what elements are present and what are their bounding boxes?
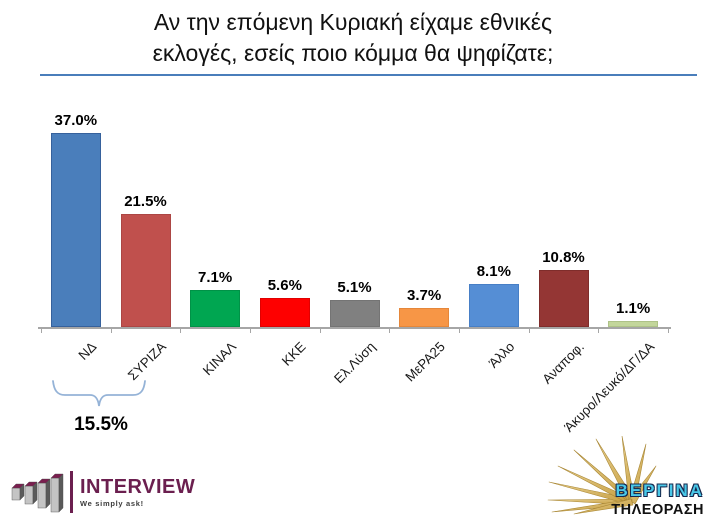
x-axis-tick	[180, 327, 182, 333]
bar	[399, 307, 450, 327]
title-divider-line	[40, 74, 697, 76]
vergina-brand-name: ΒΕΡΓΙΝΑ	[615, 481, 704, 500]
interview-logo-divider	[70, 471, 73, 513]
bar-value-label: 3.7%	[407, 286, 442, 304]
chart-title-line1: Αν την επόμενη Κυριακή είχαμε εθνικές	[153, 9, 553, 35]
x-tick-label-text: Αναποφ.	[539, 339, 588, 387]
bar	[329, 300, 380, 327]
difference-label: 15.5%	[74, 414, 128, 435]
bar-value-label: 5.6%	[267, 276, 302, 294]
x-axis-tick	[389, 327, 391, 333]
bar	[468, 284, 519, 327]
bar	[120, 214, 171, 327]
bar-value-label: 8.1%	[476, 263, 511, 281]
x-axis-line	[38, 327, 671, 329]
bar	[50, 132, 101, 327]
x-axis-tick	[110, 327, 112, 333]
bar	[608, 321, 659, 327]
x-tick-label-text: ΚΚΕ	[278, 339, 309, 369]
bar-value-label: 1.1%	[616, 300, 651, 318]
chart-title: Αν την επόμενη Κυριακή είχαμε εθνικές εκ…	[0, 7, 706, 68]
interview-bars-icon	[11, 473, 64, 513]
x-axis-tick	[319, 327, 321, 333]
x-axis-tick	[41, 327, 42, 333]
interview-brand-name: INTERVIEW	[80, 475, 196, 498]
x-tick-label-text: ΣΥΡΙΖΑ	[125, 339, 170, 384]
x-tick-label-text: Άλλο	[485, 339, 518, 371]
bar-value-label: 7.1%	[198, 268, 233, 286]
bar-value-label: 21.5%	[124, 193, 167, 211]
bar-value-label: 37.0%	[54, 111, 98, 129]
bar-value-label: 10.8%	[542, 249, 585, 267]
bar-value-label: 5.1%	[337, 279, 372, 297]
interview-logo: INTERVIEW We simply ask!	[10, 466, 195, 518]
x-tick-label-text: ΚΙΝΑΛ	[199, 339, 239, 379]
bar	[259, 297, 310, 327]
x-tick-label-text: ΜεΡΑ25	[402, 339, 448, 385]
vergina-tv-logo: ΒΕΡΓΙΝΑ ΤΗΛΕΟΡΑΣΗ	[544, 434, 704, 518]
bar	[190, 289, 241, 327]
vergina-brand-sub: ΤΗΛΕΟΡΑΣΗ	[611, 502, 704, 518]
difference-bracket-icon	[52, 380, 146, 407]
x-axis-tick	[668, 327, 669, 333]
x-tick-label-text: Ελ.Λύση	[330, 339, 379, 387]
vergina-sun-icon	[547, 436, 657, 515]
x-axis-tick	[528, 327, 530, 333]
x-axis-tick	[250, 327, 251, 333]
interview-tagline: We simply ask!	[80, 498, 144, 508]
x-tick-label-text: ΝΔ	[75, 339, 100, 363]
chart-title-line2: εκλογές, εσείς ποιο κόμμα θα ψηφίζατε;	[152, 39, 554, 66]
x-axis-tick	[459, 327, 460, 333]
x-axis-tick	[598, 327, 600, 333]
bar	[538, 270, 589, 327]
